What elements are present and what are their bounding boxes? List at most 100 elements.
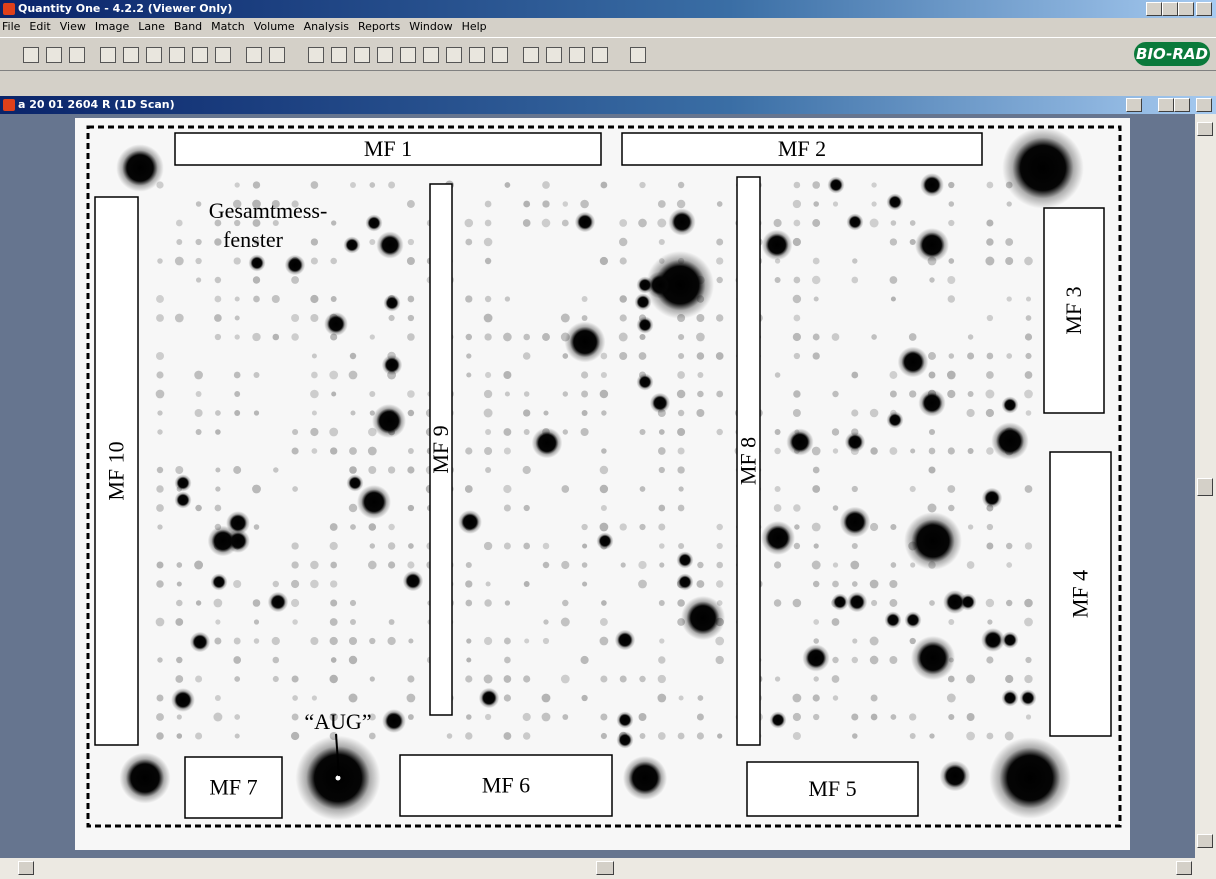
menu-item[interactable]: Reports — [358, 18, 400, 36]
faint-spot — [947, 694, 956, 703]
spot — [885, 612, 902, 629]
image-view: MF 1MF 2MF 3MF 4MF 5MF 6MF 7MF 8MF 9MF 1… — [0, 114, 1195, 858]
faint-spot — [716, 239, 723, 246]
faint-spot — [253, 181, 260, 188]
region-label: MF 5 — [808, 776, 856, 801]
faint-spot — [370, 676, 375, 681]
spot — [116, 144, 164, 192]
horizontal-scrollbar[interactable] — [0, 858, 1216, 879]
faint-spot — [1026, 714, 1031, 719]
faint-spot — [775, 676, 780, 681]
toolbar-button[interactable] — [246, 47, 262, 63]
menu-item[interactable]: Match — [211, 18, 245, 36]
faint-spot — [407, 466, 414, 473]
faint-spot — [310, 637, 318, 645]
scroll-up[interactable] — [1197, 122, 1213, 136]
faint-spot — [177, 581, 182, 586]
menu-item[interactable]: Edit — [29, 18, 50, 36]
toolbar-button[interactable] — [377, 47, 393, 63]
maximize-button[interactable] — [1178, 2, 1194, 16]
close-button[interactable] — [1196, 2, 1212, 16]
menu-item[interactable]: View — [60, 18, 86, 36]
toolbar-button[interactable] — [446, 47, 462, 63]
faint-spot — [175, 618, 183, 626]
menu-item[interactable]: Image — [95, 18, 129, 36]
faint-spot — [659, 543, 665, 549]
faint-spot — [775, 486, 781, 492]
scroll-thumb-h[interactable] — [596, 861, 614, 875]
faint-spot — [388, 542, 395, 549]
region-label: MF 2 — [778, 136, 826, 161]
toolbar-button[interactable] — [123, 47, 139, 63]
faint-spot — [484, 542, 492, 550]
faint-spot — [793, 599, 802, 608]
menu-item[interactable]: Help — [462, 18, 487, 36]
toolbar-button[interactable] — [69, 47, 85, 63]
faint-spot — [812, 523, 821, 532]
faint-spot — [677, 200, 685, 208]
toolbar-button[interactable] — [100, 47, 116, 63]
faint-spot — [871, 334, 877, 340]
menu-item[interactable]: Lane — [138, 18, 165, 36]
spot — [960, 594, 977, 611]
toolbar-button[interactable] — [354, 47, 370, 63]
faint-spot — [542, 333, 550, 341]
toolbar-button[interactable] — [546, 47, 562, 63]
region-label: MF 4 — [1068, 570, 1093, 618]
faint-spot — [1025, 371, 1033, 379]
faint-spot — [832, 618, 840, 626]
spot — [1002, 397, 1019, 414]
faint-spot — [717, 201, 723, 207]
toolbar-button[interactable] — [492, 47, 508, 63]
faint-spot — [505, 182, 511, 188]
faint-spot — [349, 371, 358, 380]
scroll-thumb[interactable] — [1197, 478, 1213, 496]
faint-spot — [562, 600, 568, 606]
menu-item[interactable]: Analysis — [304, 18, 349, 36]
menu-item[interactable]: Window — [409, 18, 452, 36]
toolbar-button[interactable] — [215, 47, 231, 63]
menu-item[interactable]: Band — [174, 18, 202, 36]
scroll-right[interactable] — [1176, 861, 1192, 875]
toolbar-button[interactable] — [169, 47, 185, 63]
toolbar-button[interactable] — [592, 47, 608, 63]
faint-spot — [563, 201, 569, 207]
toolbar-button[interactable] — [423, 47, 439, 63]
toolbar-button[interactable] — [308, 47, 324, 63]
faint-spot — [910, 638, 916, 644]
scroll-left[interactable] — [18, 861, 34, 875]
toolbar-button[interactable] — [269, 47, 285, 63]
faint-spot — [813, 258, 820, 265]
faint-spot — [407, 675, 414, 682]
doc-help-button[interactable] — [1126, 98, 1142, 112]
help-button[interactable] — [1146, 2, 1162, 16]
faint-spot — [350, 600, 356, 606]
toolbar-button[interactable] — [400, 47, 416, 63]
toolbar-button[interactable] — [569, 47, 585, 63]
region-label: MF 7 — [209, 775, 257, 800]
scroll-down[interactable] — [1197, 834, 1213, 848]
toolbar-button[interactable] — [23, 47, 39, 63]
doc-close-button[interactable] — [1196, 98, 1212, 112]
faint-spot — [408, 239, 414, 245]
faint-spot — [949, 201, 955, 207]
toolbar-button[interactable] — [331, 47, 347, 63]
minimize-button[interactable] — [1162, 2, 1178, 16]
faint-spot — [466, 714, 472, 720]
toolbar-button[interactable] — [192, 47, 208, 63]
toolbar-button[interactable] — [146, 47, 162, 63]
faint-spot — [523, 675, 530, 682]
doc-minimize-button[interactable] — [1158, 98, 1174, 112]
vertical-scrollbar[interactable] — [1195, 114, 1216, 858]
faint-spot — [582, 581, 587, 586]
toolbar-button[interactable] — [469, 47, 485, 63]
toolbar-button[interactable] — [46, 47, 62, 63]
menu-item[interactable]: File — [2, 18, 20, 36]
menu-item[interactable]: Volume — [254, 18, 295, 36]
faint-spot — [929, 372, 936, 379]
doc-maximize-button[interactable] — [1174, 98, 1190, 112]
faint-spot — [813, 352, 820, 359]
toolbar-button[interactable] — [630, 47, 646, 63]
faint-spot — [948, 295, 955, 302]
toolbar-button[interactable] — [523, 47, 539, 63]
